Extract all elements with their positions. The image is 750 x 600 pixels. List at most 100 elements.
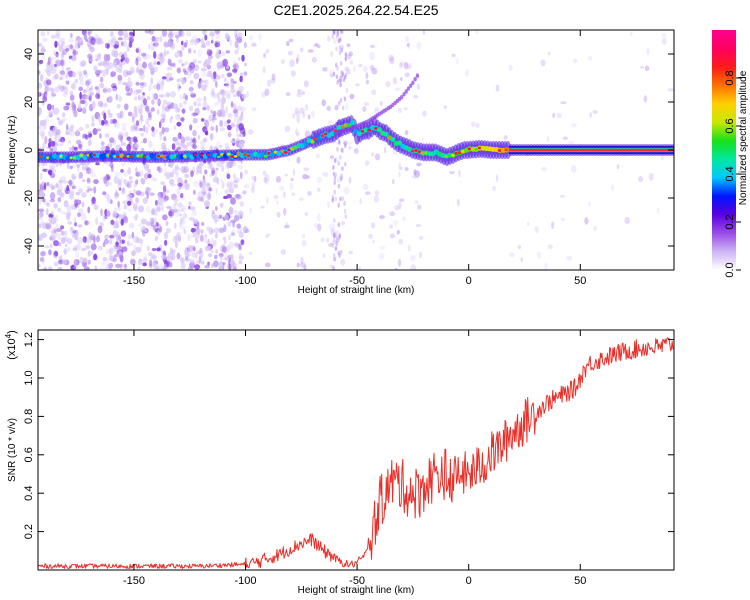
noise-dot — [451, 53, 456, 58]
noise-dot — [216, 140, 221, 149]
noise-dot — [66, 123, 69, 130]
noise-dot — [207, 192, 212, 201]
noise-dot — [233, 89, 237, 93]
noise-dot — [219, 144, 223, 149]
noise-dot — [162, 266, 166, 270]
noise-dot — [118, 234, 121, 242]
noise-dot — [206, 50, 209, 56]
noise-dot — [154, 211, 157, 216]
noise-dot — [151, 130, 156, 138]
noise-dot — [234, 30, 238, 38]
noise-dot — [204, 130, 209, 136]
noise-dot — [68, 179, 72, 187]
noise-dot — [240, 171, 243, 180]
noise-dot — [415, 223, 422, 228]
noise-dot — [121, 163, 126, 166]
noise-dot — [204, 169, 208, 175]
noise-dot — [67, 246, 71, 252]
noise-dot — [177, 142, 182, 149]
noise-dot — [165, 78, 172, 82]
noise-dot — [175, 241, 178, 249]
colorbar-label: Normalized spectral amplitude — [738, 70, 749, 205]
noise-dot — [90, 91, 94, 96]
noise-dot — [160, 250, 166, 254]
noise-dot — [212, 114, 216, 118]
noise-dot — [180, 207, 185, 213]
noise-dot — [153, 66, 159, 73]
noise-dot — [509, 252, 515, 258]
noise-dot — [556, 112, 562, 119]
noise-dot — [69, 165, 73, 170]
noise-dot — [57, 242, 62, 247]
noise-dot — [365, 160, 370, 166]
noise-dot — [311, 56, 317, 63]
noise-dot — [322, 67, 328, 72]
noise-dot — [172, 103, 179, 110]
noise-dot — [474, 30, 479, 35]
noise-dot — [125, 92, 131, 96]
noise-dot — [210, 109, 213, 115]
noise-dot — [223, 239, 227, 244]
noise-dot — [38, 182, 41, 188]
noise-dot — [237, 32, 243, 37]
noise-dot — [216, 213, 221, 218]
noise-dot — [243, 42, 247, 49]
side-branch-point — [402, 92, 406, 97]
snr-scale-prefix: (x10 — [6, 338, 18, 359]
spectrogram-y-ticks: -40 -20 0 20 40 — [23, 48, 674, 254]
noise-dot — [307, 191, 312, 196]
noise-dot — [327, 119, 334, 127]
noise-dot — [149, 217, 154, 221]
noise-dot — [592, 110, 598, 114]
noise-dot — [84, 94, 89, 101]
x-tick-label: 50 — [574, 575, 586, 587]
noise-dot — [134, 143, 140, 148]
noise-dot — [503, 135, 508, 140]
noise-dot — [57, 197, 62, 203]
noise-dot — [374, 107, 380, 114]
noise-dot — [197, 196, 203, 202]
noise-dot — [329, 223, 335, 231]
noise-dot — [232, 263, 237, 267]
noise-dot — [145, 187, 152, 191]
noise-dot — [410, 255, 416, 261]
noise-dot — [163, 99, 168, 105]
noise-dot — [199, 170, 202, 174]
noise-dot — [180, 217, 184, 224]
noise-dot — [203, 137, 208, 143]
colorbar-tick-label: 0.8 — [724, 70, 736, 85]
noise-dot — [197, 49, 202, 58]
noise-dot — [139, 82, 145, 86]
noise-dot — [185, 39, 189, 45]
noise-dot — [224, 32, 230, 40]
noise-dot — [198, 164, 202, 170]
noise-dot — [55, 59, 62, 66]
noise-dot — [77, 224, 83, 228]
noise-dot — [62, 236, 69, 242]
noise-dot — [91, 115, 95, 123]
noise-dot — [393, 220, 398, 226]
noise-dot — [176, 147, 181, 151]
noise-dot — [458, 169, 461, 178]
noise-dot — [58, 179, 63, 184]
noise-dot — [160, 254, 167, 259]
noise-dot — [132, 116, 135, 123]
noise-dot — [456, 199, 460, 207]
noise-dot — [230, 197, 236, 205]
noise-dot — [86, 86, 90, 93]
noise-dot — [224, 77, 227, 82]
noise-dot — [122, 263, 125, 267]
noise-dot — [307, 49, 314, 53]
noise-dot — [139, 118, 144, 123]
noise-dot — [526, 221, 530, 226]
noise-dot — [336, 146, 339, 152]
noise-dot — [90, 234, 96, 241]
noise-dot — [508, 64, 513, 71]
noise-dot — [340, 249, 343, 255]
noise-dot — [179, 213, 182, 217]
noise-dot — [181, 63, 185, 67]
noise-dot — [57, 207, 62, 212]
noise-dot — [283, 207, 287, 216]
ridge-highlight — [233, 155, 238, 158]
noise-dot — [81, 134, 86, 139]
